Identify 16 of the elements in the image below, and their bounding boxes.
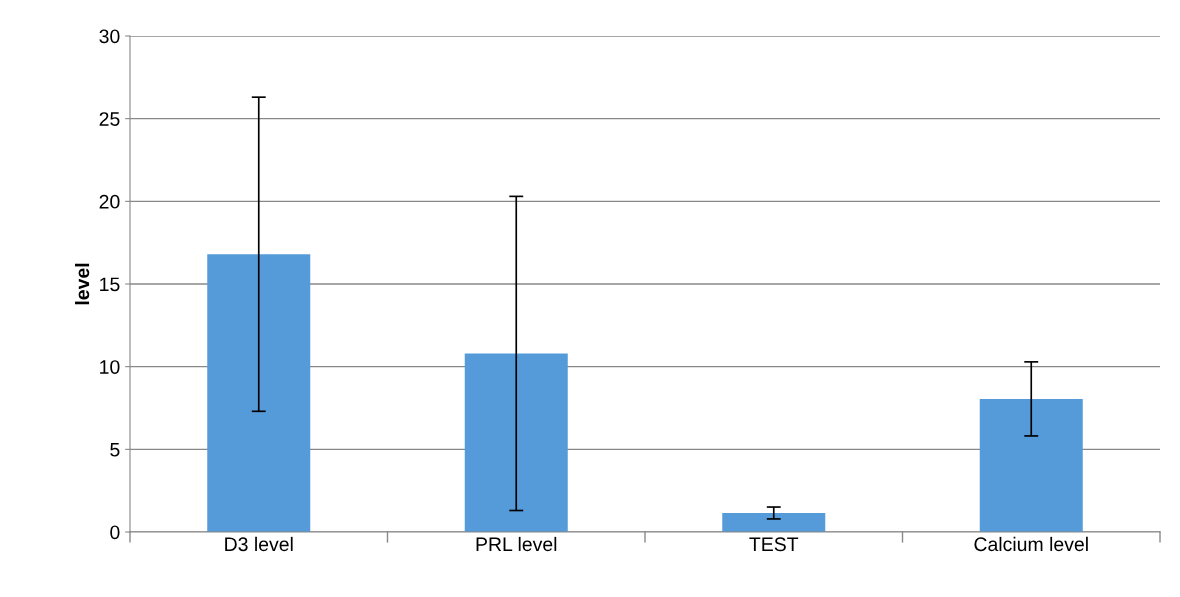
x-tick-label: TEST — [749, 537, 799, 552]
bar — [207, 254, 311, 532]
y-axis-title: level — [74, 263, 90, 305]
y-tick-label: 30 — [99, 29, 120, 44]
bar — [464, 353, 568, 532]
x-tick-label: PRL level — [476, 536, 557, 552]
x-tick-label: Calcium level — [974, 536, 1088, 552]
y-tick-label: 10 — [100, 360, 120, 374]
bar — [722, 512, 826, 532]
x-tick-label: D3 level — [225, 536, 293, 552]
bar — [979, 398, 1083, 532]
y-tick-label: 20 — [99, 194, 120, 209]
y-tick-label: 25 — [99, 112, 120, 126]
y-tick-label: 5 — [110, 443, 120, 457]
y-tick-label: 0 — [110, 525, 120, 540]
y-tick-label: 15 — [100, 277, 120, 292]
